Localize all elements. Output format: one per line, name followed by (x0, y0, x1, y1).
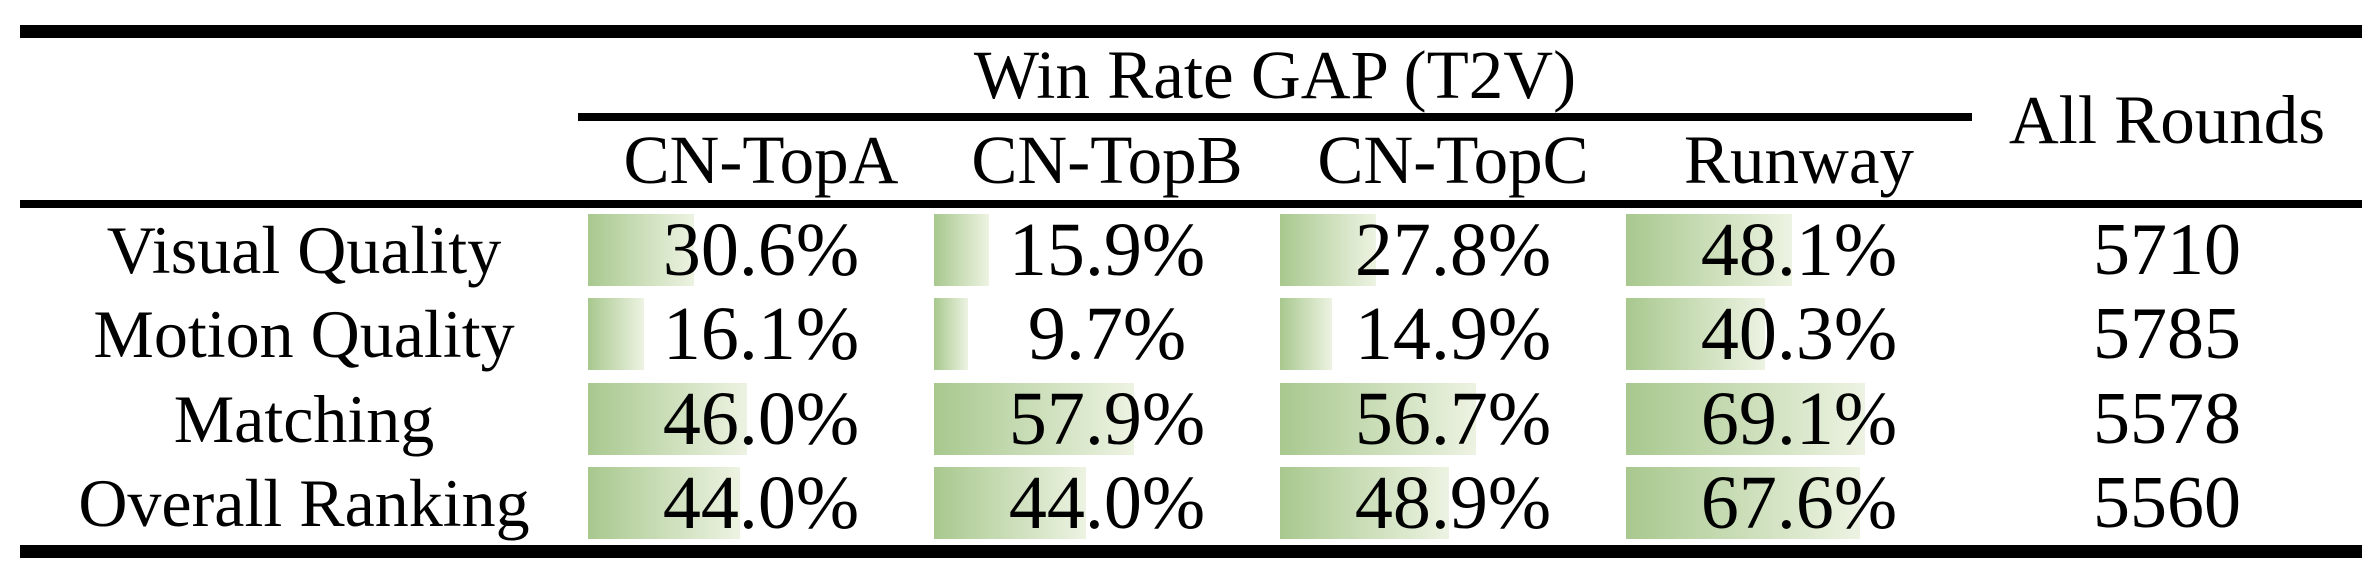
all-rounds-value: 5785 (2093, 293, 2241, 376)
win-rate-bar (934, 382, 1135, 455)
win-rate-bar (1280, 466, 1450, 539)
win-rate-bar (934, 466, 1087, 539)
model-column-headers: CN-TopA CN-TopB CN-TopC Runway (588, 121, 1972, 200)
win-rate-value: 48.1% (1700, 208, 1898, 293)
win-rate-bar (1280, 214, 1377, 287)
value-cell-cn-topb: 57.9% (934, 377, 1280, 461)
win-rate-bar (1280, 382, 1477, 455)
win-rate-bar (588, 466, 741, 539)
value-cell-cn-topa: 44.0% (588, 461, 934, 545)
table-top-rule (20, 25, 2362, 38)
value-cell-cn-topc: 14.9% (1280, 292, 1626, 376)
table-row-motion-quality: Motion Quality 16.1% 9.7% 14.9% 40.3% 57… (20, 292, 2362, 376)
win-rate-value: 56.7% (1354, 376, 1552, 461)
win-rate-bar (1626, 214, 1793, 287)
group-header-win-rate-gap: Win Rate GAP (T2V) (973, 36, 1577, 113)
win-rate-value: 27.8% (1354, 208, 1552, 293)
win-rate-value: 15.9% (1008, 208, 1206, 293)
win-rate-value: 67.6% (1700, 460, 1898, 545)
value-cell-cn-topc: 56.7% (1280, 377, 1626, 461)
row-label: Matching (173, 380, 435, 457)
win-rate-value: 14.9% (1354, 292, 1552, 377)
table-row-visual-quality: Visual Quality 30.6% 15.9% 27.8% 48.1% 5… (20, 208, 2362, 292)
all-rounds-value: 5560 (2093, 461, 2241, 544)
win-rate-value: 57.9% (1008, 376, 1206, 461)
win-rate-bar (1626, 382, 1866, 455)
all-rounds-value: 5578 (2093, 377, 2241, 460)
value-cell-runway: 69.1% (1626, 377, 1972, 461)
group-header-underline-rule (578, 113, 1972, 121)
value-cell-cn-topc: 48.9% (1280, 461, 1626, 545)
value-cell-runway: 48.1% (1626, 208, 1972, 292)
win-rate-value: 9.7% (1027, 292, 1187, 377)
win-rate-value: 40.3% (1700, 292, 1898, 377)
win-rate-bar (588, 382, 748, 455)
table-row-overall-ranking: Overall Ranking 44.0% 44.0% 48.9% 67.6% … (20, 461, 2362, 545)
all-rounds-value: 5710 (2093, 209, 2241, 292)
column-header-cn-topc: CN-TopC (1317, 122, 1589, 198)
value-cell-runway: 67.6% (1626, 461, 1972, 545)
win-rate-bar (588, 214, 694, 287)
column-header-cn-topb: CN-TopB (971, 122, 1243, 198)
table-row-matching: Matching 46.0% 57.9% 56.7% 69.1% 5578 (20, 377, 2362, 461)
win-rate-value: 44.0% (662, 460, 860, 545)
value-cell-cn-topa: 46.0% (588, 377, 934, 461)
win-rate-bar (1626, 466, 1860, 539)
win-rate-value: 46.0% (662, 376, 860, 461)
win-rate-bar (588, 298, 644, 371)
win-rate-bar (934, 214, 989, 287)
win-rate-bar (1280, 298, 1332, 371)
win-rate-value: 69.1% (1700, 376, 1898, 461)
win-rate-bar (934, 298, 968, 371)
table-body: Visual Quality 30.6% 15.9% 27.8% 48.1% 5… (20, 208, 2362, 545)
value-cell-cn-topa: 30.6% (588, 208, 934, 292)
value-cell-cn-topc: 27.8% (1280, 208, 1626, 292)
row-label: Visual Quality (106, 212, 502, 289)
value-cell-cn-topb: 44.0% (934, 461, 1280, 545)
value-cell-cn-topb: 9.7% (934, 292, 1280, 376)
win-rate-value: 30.6% (662, 208, 860, 293)
row-label: Overall Ranking (78, 464, 530, 541)
value-cell-cn-topb: 15.9% (934, 208, 1280, 292)
column-header-all-rounds: All Rounds (2008, 81, 2326, 158)
value-cell-runway: 40.3% (1626, 292, 1972, 376)
column-header-runway: Runway (1684, 122, 1914, 198)
value-cell-cn-topa: 16.1% (588, 292, 934, 376)
win-rate-value: 48.9% (1354, 460, 1552, 545)
table-bottom-rule (20, 545, 2362, 558)
header-separator-rule (20, 200, 2362, 208)
win-rate-bar (1626, 298, 1766, 371)
row-label: Motion Quality (93, 296, 515, 373)
win-rate-value: 16.1% (662, 292, 860, 377)
column-header-cn-topa: CN-TopA (623, 122, 899, 198)
win-rate-value: 44.0% (1008, 460, 1206, 545)
